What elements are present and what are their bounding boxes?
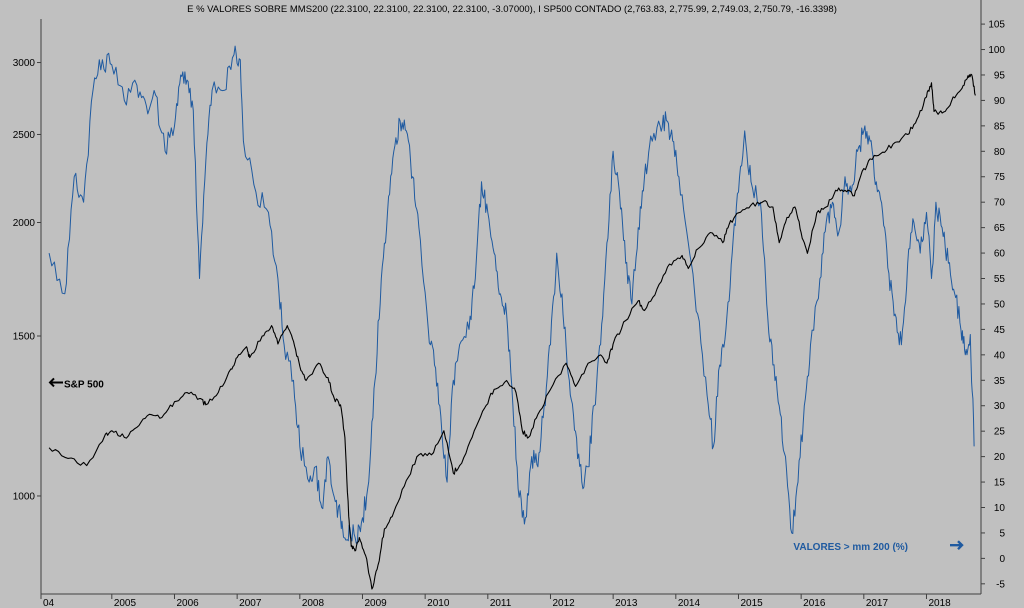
x-tick-label: 2014 [678,598,701,608]
right-tick-label: 75 [994,172,1006,183]
annotation-layer: S&P 500 VALORES > mm 200 (%) [48,377,964,553]
right-tick-label: 5 [999,528,1005,539]
x-tick-label: 2013 [615,598,638,608]
right-tick-label: 100 [988,45,1005,56]
right-tick-label: 50 [994,299,1006,310]
right-tick-label: 65 [994,223,1006,234]
x-tick-label: 2007 [239,598,262,608]
right-tick-label: 0 [999,554,1005,565]
right-tick-label: 30 [994,401,1006,412]
annotation-label-1: VALORES > mm 200 (%) [793,542,908,553]
x-axis-ticks: 04 2005 2006 2007 2008 2009 2010 2011 2012 2013 20… [40,594,951,608]
chart-title: E % VALORES SOBRE MMS200 (22.3100, 22.31… [187,4,837,15]
right-tick-label: 20 [994,452,1006,463]
left-arrow-icon [48,377,63,388]
x-tick-label: 2015 [740,598,763,608]
left-tick-label: 2000 [13,218,36,229]
right-tick-label: 45 [994,325,1006,336]
right-tick-label: 70 [994,198,1006,209]
right-tick-label: 95 [994,70,1006,81]
right-tick-label: 15 [994,478,1006,489]
x-tick-label: 04 [43,598,55,608]
right-tick-label: 60 [994,249,1006,260]
right-axis-ticks: -5 0 5 10 15 20 25 30 35 40 45 50 55 60 65 70 75 80 85 90 95… [981,20,1006,590]
x-tick-label: 2009 [364,598,387,608]
right-tick-label: 90 [994,96,1006,107]
x-tick-label: 2008 [302,598,325,608]
x-tick-label: 2010 [427,598,450,608]
x-tick-label: 2017 [866,598,889,608]
right-arrow-icon [950,540,964,551]
right-tick-label: 105 [988,20,1005,31]
left-axis-ticks: 1000 1500 2000 2500 3000 [13,58,41,502]
series-layer [48,45,976,590]
right-tick-label: 10 [994,503,1006,514]
x-tick-label: 2006 [176,598,199,608]
x-tick-label: 2012 [552,598,575,608]
left-tick-label: 3000 [13,58,36,69]
x-tick-label: 2018 [928,598,951,608]
right-tick-label: -5 [996,579,1005,590]
right-tick-label: 25 [994,427,1006,438]
series-line-1 [48,45,975,545]
x-tick-label: 2016 [803,598,826,608]
left-tick-label: 1000 [13,491,36,502]
left-tick-label: 1500 [13,332,36,343]
x-tick-label: 2011 [490,598,512,608]
right-tick-label: 35 [994,376,1006,387]
right-tick-label: 80 [994,147,1006,158]
right-tick-label: 40 [994,350,1006,361]
right-tick-label: 55 [994,274,1006,285]
right-tick-label: 85 [994,121,1006,132]
left-tick-label: 2500 [13,130,36,141]
x-tick-label: 2005 [114,598,137,608]
annotation-label-0: S&P 500 [64,379,104,390]
series-line-0 [48,73,976,590]
